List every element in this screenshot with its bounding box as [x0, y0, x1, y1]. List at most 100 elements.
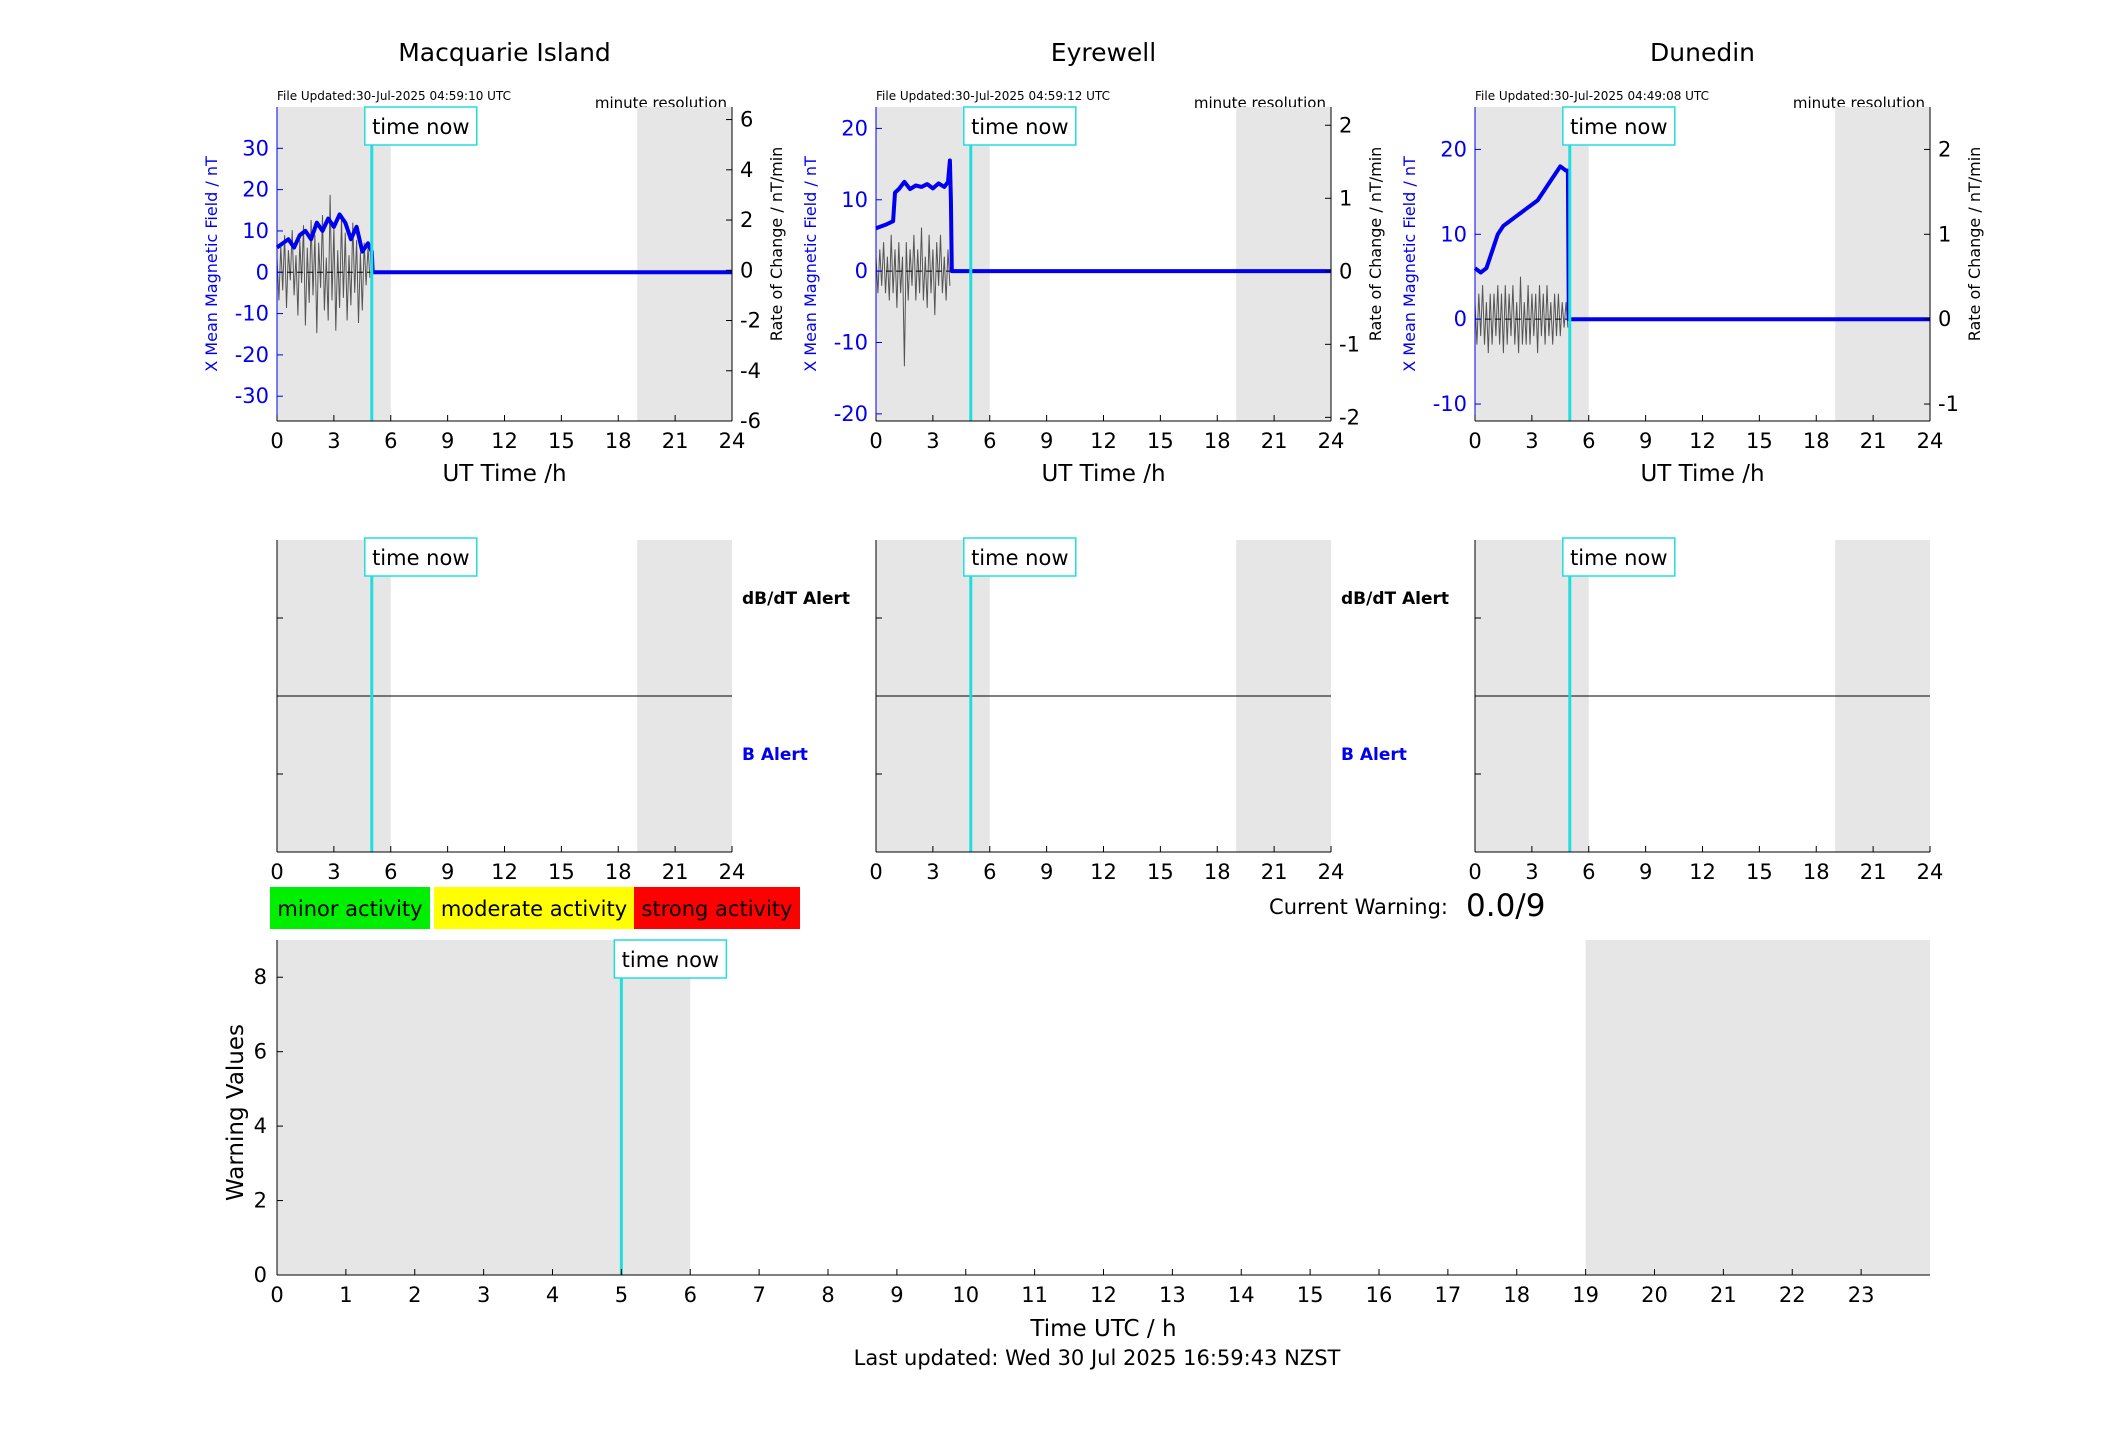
y-tick-label: -10 [235, 302, 269, 326]
y-tick-label: -10 [1433, 392, 1467, 416]
x-tick-label: 21 [1261, 860, 1288, 884]
alert-panel-2: time now 0 3 6 9 12 15 18 21 24 dB/dT Alert B Alert [869, 537, 1449, 884]
panel-title: Eyrewell [1051, 38, 1156, 67]
magnetic-field-line [275, 212, 732, 275]
x-tick-label: 10 [952, 1283, 979, 1307]
y-tick-label: 0 [855, 259, 868, 283]
magnetometer-panel-1: Macquarie Island File Updated:30-Jul-2025… [202, 38, 786, 487]
y2-tick-label: 0 [740, 258, 753, 282]
x-tick-label: 15 [1746, 429, 1773, 453]
legend-minor-label: minor activity [277, 897, 422, 921]
x-tick-label: 6 [684, 1283, 697, 1307]
y-tick-label: -30 [235, 384, 269, 408]
y-tick-label: 20 [841, 116, 868, 140]
x-tick-label: 21 [1261, 429, 1288, 453]
magnetometer-panel-2: Eyrewell File Updated:30-Jul-2025 04:59:1… [801, 38, 1385, 487]
x-tick-label: 24 [719, 429, 746, 453]
x-tick-label: 6 [983, 860, 996, 884]
y-tick-label: 30 [242, 136, 269, 160]
y2-tick-label: -1 [1938, 392, 1959, 416]
y-tick-label: 0 [256, 260, 269, 284]
x-tick-label: 11 [1021, 1283, 1048, 1307]
x-tick-label: 24 [1917, 860, 1944, 884]
x-tick-label: 21 [662, 429, 689, 453]
x-tick-label: 24 [1318, 860, 1345, 884]
x-tick-label: 12 [491, 860, 518, 884]
x-axis-label: UT Time /h [442, 461, 566, 487]
y-tick-label: 10 [841, 188, 868, 212]
magnetic-field-line [875, 158, 1331, 274]
x-tick-label: 2 [408, 1283, 421, 1307]
x-tick-label: 18 [1503, 1283, 1530, 1307]
y-tick-label: 20 [242, 178, 269, 202]
x-tick-label: 18 [1204, 860, 1231, 884]
y-tick-label: -10 [834, 331, 868, 355]
x-tick-label: 3 [1525, 429, 1538, 453]
dbdt-alert-label: dB/dT Alert [1341, 589, 1449, 609]
x-tick-label: 3 [327, 429, 340, 453]
time-now-label: time now [1570, 115, 1667, 139]
y-tick-label: 0 [254, 1263, 267, 1287]
time-now-label: time now [971, 546, 1068, 570]
y2-axis-label: Rate of Change / nT/min [1366, 147, 1385, 342]
y2-tick-label: 2 [1938, 137, 1951, 161]
time-now-box [963, 106, 1077, 146]
x-tick-label: 18 [1803, 860, 1830, 884]
night-shade [637, 107, 732, 421]
x-tick-label: 9 [441, 429, 454, 453]
y2-tick-label: -1 [1339, 332, 1360, 356]
x-tick-label: 6 [384, 429, 397, 453]
x-tick-label: 12 [1090, 860, 1117, 884]
x-tick-label: 0 [270, 860, 283, 884]
night-shade [1475, 107, 1589, 421]
b-alert-label: B Alert [1341, 745, 1407, 765]
alert-panel-3: time now 0 3 6 9 12 15 18 21 24 [1468, 537, 1944, 884]
x-axis-label: Time UTC / h [1029, 1316, 1176, 1342]
x-tick-label: 6 [983, 429, 996, 453]
x-tick-label: 15 [548, 429, 575, 453]
rate-of-change-line [1474, 276, 1569, 354]
y-tick-label: -20 [235, 343, 269, 367]
y-tick-label: 20 [1440, 137, 1467, 161]
y2-tick-label: 2 [1339, 113, 1352, 137]
x-tick-label: 0 [869, 429, 882, 453]
x-axis-label: UT Time /h [1640, 461, 1764, 487]
x-tick-label: 0 [1468, 429, 1481, 453]
y2-tick-label: 2 [740, 208, 753, 232]
b-alert-label: B Alert [742, 745, 808, 765]
x-tick-label: 18 [1204, 429, 1231, 453]
x-tick-label: 0 [270, 1283, 283, 1307]
legend-moderate-label: moderate activity [441, 897, 627, 921]
x-tick-label: 5 [615, 1283, 628, 1307]
x-tick-label: 8 [821, 1283, 834, 1307]
y2-axis-label: Rate of Change / nT/min [1965, 147, 1984, 342]
magnetic-field-line [1473, 164, 1930, 322]
rate-of-change-line [276, 194, 371, 334]
y-axis-label: Warning Values [223, 1024, 249, 1201]
x-tick-label: 21 [1860, 429, 1887, 453]
x-tick-label: 19 [1572, 1283, 1599, 1307]
current-warning: Current Warning: 0.0/9 [1269, 888, 1545, 924]
x-tick-label: 24 [719, 860, 746, 884]
y-axis-label: X Mean Magnetic Field / nT [1400, 156, 1419, 372]
x-tick-label: 24 [1917, 429, 1944, 453]
x-tick-label: 1 [339, 1283, 352, 1307]
y-tick-label: -20 [834, 402, 868, 426]
x-tick-label: 9 [1639, 429, 1652, 453]
y2-tick-label: -6 [740, 409, 761, 433]
x-tick-label: 3 [1525, 860, 1538, 884]
x-tick-label: 9 [890, 1283, 903, 1307]
x-tick-label: 13 [1159, 1283, 1186, 1307]
current-warning-value: 0.0/9 [1466, 888, 1545, 924]
legend-strong-label: strong activity [642, 897, 793, 921]
y2-tick-label: 1 [1938, 222, 1951, 246]
x-tick-label: 6 [1582, 860, 1595, 884]
x-tick-label: 20 [1641, 1283, 1668, 1307]
time-now-box [364, 106, 478, 146]
x-tick-label: 0 [270, 429, 283, 453]
x-tick-label: 21 [1710, 1283, 1737, 1307]
x-tick-label: 12 [491, 429, 518, 453]
y2-tick-label: -2 [740, 309, 761, 333]
y2-tick-label: 0 [1339, 259, 1352, 283]
